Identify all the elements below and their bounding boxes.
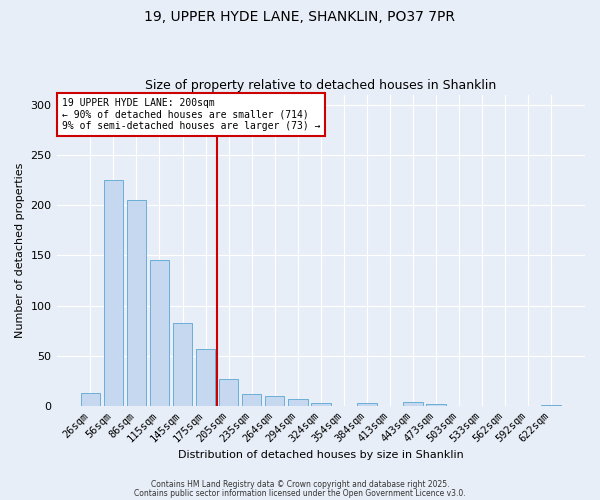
Bar [288,399,308,406]
Bar [196,348,215,406]
Bar [219,379,238,406]
Bar [311,403,331,406]
Bar [403,402,423,406]
Text: Contains HM Land Registry data © Crown copyright and database right 2025.: Contains HM Land Registry data © Crown c… [151,480,449,489]
Text: 19, UPPER HYDE LANE, SHANKLIN, PO37 7PR: 19, UPPER HYDE LANE, SHANKLIN, PO37 7PR [145,10,455,24]
Title: Size of property relative to detached houses in Shanklin: Size of property relative to detached ho… [145,79,496,92]
Text: 19 UPPER HYDE LANE: 200sqm
← 90% of detached houses are smaller (714)
9% of semi: 19 UPPER HYDE LANE: 200sqm ← 90% of deta… [62,98,320,131]
Bar [80,393,100,406]
Bar [541,405,561,406]
Bar [127,200,146,406]
Bar [173,322,193,406]
Bar [265,396,284,406]
Y-axis label: Number of detached properties: Number of detached properties [15,162,25,338]
Bar [426,404,446,406]
Bar [357,403,377,406]
Text: Contains public sector information licensed under the Open Government Licence v3: Contains public sector information licen… [134,489,466,498]
Bar [104,180,123,406]
X-axis label: Distribution of detached houses by size in Shanklin: Distribution of detached houses by size … [178,450,464,460]
Bar [149,260,169,406]
Bar [242,394,262,406]
